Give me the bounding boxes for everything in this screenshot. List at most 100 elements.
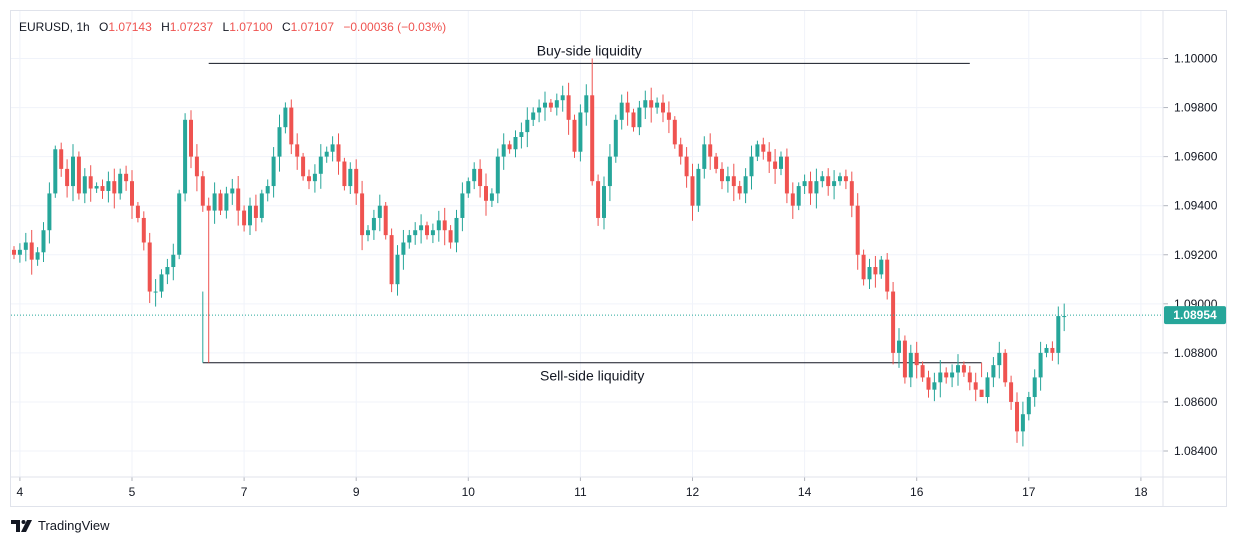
legend-interval: 1h <box>76 20 90 34</box>
candle-body <box>265 186 270 194</box>
candle-body <box>159 274 164 292</box>
candle-body <box>454 217 459 243</box>
candle-body <box>330 144 335 152</box>
candle-body <box>88 176 93 189</box>
candle-body <box>708 144 713 157</box>
candle-body <box>59 149 64 169</box>
candle-body <box>602 186 606 218</box>
candle-body <box>938 372 943 383</box>
candle-body <box>206 205 211 211</box>
candle-body <box>495 156 500 194</box>
candle-body <box>377 205 382 218</box>
last-price-tag <box>1164 306 1226 325</box>
candle-body <box>360 193 365 236</box>
candle-body <box>619 102 624 120</box>
y-tick-label: 1.08600 <box>1174 395 1218 409</box>
candle-body <box>153 291 158 293</box>
candle-body <box>655 102 660 108</box>
candle-body <box>489 193 494 201</box>
candle-body <box>82 176 87 194</box>
candle-body <box>253 205 258 218</box>
candle-body <box>961 365 966 373</box>
candle-body <box>873 267 878 275</box>
candle-body <box>171 254 176 268</box>
candle-body <box>956 365 960 373</box>
candle-body <box>165 267 170 275</box>
tradingview-branding[interactable]: TradingView <box>11 518 110 533</box>
candle-body <box>554 100 559 108</box>
liquidity-levels: Buy-side liquidity Sell-side liquidity <box>202 42 982 384</box>
candle-body <box>1020 414 1025 432</box>
candle-body <box>47 193 52 231</box>
candle-body <box>525 119 530 133</box>
candle-body <box>625 102 630 113</box>
candle-body <box>118 173 123 194</box>
candle-body <box>714 156 719 169</box>
candle-body <box>519 132 524 137</box>
candle-body <box>731 176 736 187</box>
candle-body <box>926 377 931 390</box>
candle-body <box>572 119 577 152</box>
candle-body <box>354 168 359 194</box>
y-tick-label: 1.09400 <box>1174 199 1218 213</box>
last-price-label: 1.08954 <box>1173 308 1217 322</box>
x-tick-label: 7 <box>241 485 248 499</box>
candle-body <box>643 100 648 108</box>
candle-body <box>720 168 724 182</box>
y-tick-label: 1.08800 <box>1174 346 1218 360</box>
candle-body <box>832 181 837 187</box>
candle-body <box>1003 352 1008 383</box>
y-tick-label: 1.08400 <box>1174 444 1218 458</box>
tradingview-logo-icon <box>11 519 33 532</box>
candle-body <box>436 220 441 231</box>
candle-body <box>212 193 217 211</box>
candle-body <box>743 176 748 194</box>
candle-body <box>224 193 229 211</box>
legend-change: −0.00036 (−0.03%) <box>343 20 447 34</box>
candle-body <box>501 144 506 157</box>
candle-body <box>543 102 547 108</box>
legend-symbol: EURUSD <box>19 20 70 34</box>
x-tick-label: 18 <box>1134 485 1148 499</box>
candle-body <box>702 144 707 169</box>
candle-body <box>183 119 188 194</box>
candle-body <box>749 156 754 177</box>
candle-body <box>478 168 483 187</box>
candle-body <box>902 340 907 378</box>
candle-body <box>135 205 140 218</box>
candle-body <box>944 372 949 378</box>
candle-body <box>690 176 695 206</box>
buy-side-liquidity-label: Buy-side liquidity <box>537 42 642 58</box>
candle-body <box>71 156 75 187</box>
candle-body <box>248 205 252 226</box>
candle-body <box>779 156 783 169</box>
candle-body <box>637 107 642 128</box>
candle-body <box>130 181 134 206</box>
candle-body <box>897 340 901 353</box>
candle-body <box>94 186 99 189</box>
candle-body <box>590 95 595 182</box>
candle-body <box>413 230 418 236</box>
candle-body <box>312 173 317 182</box>
candle-body <box>596 181 601 218</box>
candle-body <box>106 181 111 191</box>
candles-layer <box>12 58 1067 447</box>
candle-body <box>389 235 394 285</box>
candle-body <box>277 127 282 157</box>
candle-body <box>773 161 778 169</box>
candle-body <box>472 168 477 182</box>
candle-body <box>383 205 388 236</box>
candle-body <box>76 156 81 194</box>
candle-body <box>236 188 241 211</box>
candle-body <box>507 144 512 150</box>
candle-body <box>419 225 424 231</box>
candle-body <box>755 144 760 157</box>
candle-body <box>407 235 412 243</box>
candle-body <box>661 102 665 113</box>
y-tick-label: 1.09600 <box>1174 150 1218 164</box>
candle-body <box>920 365 925 378</box>
candle-body <box>401 242 406 255</box>
x-tick-label: 14 <box>798 485 812 499</box>
symbol-legend[interactable]: EURUSD, 1h O1.07143 H1.07237 L1.07100 C1… <box>19 20 446 34</box>
